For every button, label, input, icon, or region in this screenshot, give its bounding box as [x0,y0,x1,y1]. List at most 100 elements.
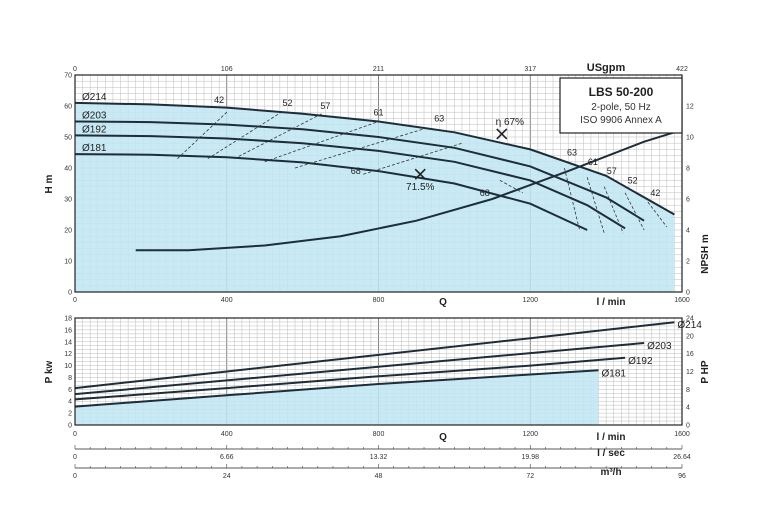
y-axis-label-head: H m [44,174,55,193]
power-curve-3 [74,369,599,408]
efficiency-label-7: 63 [567,148,577,158]
upper-top-tick-label: 422 [676,66,688,73]
power-curve-2 [74,356,626,401]
upper-y2-tick-label: 0 [686,290,690,297]
title-box [559,77,683,134]
efficiency-label-8: 61 [588,157,598,167]
lower-y2-tick-label: 0 [686,423,690,430]
upper-y-tick-label: 60 [64,104,72,111]
lower-y2-tick-label: 20 [686,333,694,340]
upper-x-tick-label: 1200 [522,297,538,304]
power-curve-1 [74,342,645,396]
upper-top-tick-label: 211 [373,66,384,73]
power-curve-label-2: Ø192 [628,356,653,367]
upper-operating-area [75,102,675,293]
efficiency-line-3 [264,121,379,163]
secondary-axis-tick-label-0: 26.64 [673,454,691,461]
lower-y2-tick-label: 4 [686,405,690,412]
lower-y2-tick-label: 8 [686,387,690,394]
upper-y2-tick-label: 6 [686,197,690,204]
lower-y-tick-label: 6 [68,387,72,394]
lower-y-tick-label: 16 [64,327,72,334]
plot-frames [74,74,683,469]
upper-y-tick-label: 70 [64,73,72,80]
bep-marker-0 [496,128,508,140]
chart-subtitle-line-1: 2-pole, 50 Hz [591,102,650,113]
efficiency-line-10 [624,192,645,231]
lower-y-tick-label: 14 [64,339,72,346]
efficiency-label-5: 68 [351,166,361,176]
efficiency-label-11: 42 [650,188,660,198]
lower-y-tick-label: 12 [64,351,72,358]
lower-x-tick-label: 800 [373,431,385,438]
x-axis-label-q-upper: Q [439,297,447,308]
x-axis-unit-lower: l / min [597,432,626,443]
lower-y-tick-label: 4 [68,399,72,406]
upper-y-tick-label: 50 [64,135,72,142]
lower-y2-tick-label: 16 [686,351,694,358]
secondary-axis-tick-label-1: 0 [73,473,77,480]
power-curve-label-0: Ø214 [677,320,702,331]
efficiency-label-1: 52 [282,98,292,108]
bep-label-1: 71.5% [406,182,434,193]
upper-top-tick-label: 106 [221,66,233,73]
secondary-axis-tick-label-0: 19.98 [521,454,539,461]
efficiency-label-3: 61 [373,107,383,117]
lower-y2-tick-label: 12 [686,369,694,376]
upper-y-tick-label: 40 [64,166,72,173]
secondary-axis-tick-label-1: 96 [678,473,686,480]
top-axis-unit-usgpm: USgpm [587,62,626,74]
x-axis-unit-m3h: m³/h [600,467,621,478]
secondary-axis-tick-label-0: 6.66 [220,454,234,461]
upper-top-tick-label: 317 [524,66,536,73]
efficiency-line-2 [234,113,322,160]
lower-x-tick-label: 0 [73,431,77,438]
power-curve-label-1: Ø203 [647,341,672,352]
lower-x-tick-label: 1200 [522,431,538,438]
efficiency-line-4 [294,127,428,169]
upper-y2-tick-label: 2 [686,259,690,266]
upper-y-tick-label: 20 [64,228,72,235]
x-axis-label-q-lower: Q [439,432,447,443]
x-axis-unit-upper: l / min [597,297,626,308]
lower-x-tick-label: 1600 [674,431,690,438]
head-curve-label-3: Ø181 [82,143,107,154]
y2-axis-label-npsh: NPSH m [700,234,711,274]
bep-marker-1 [414,168,426,180]
upper-x-tick-label: 0 [73,297,77,304]
efficiency-label-0: 42 [214,95,224,105]
lower-y-tick-label: 18 [64,316,72,323]
power-curve-0 [74,321,675,390]
efficiency-label-4: 63 [434,114,444,124]
y-axis-label-power-kw: P kw [44,360,55,383]
efficiency-label-9: 57 [607,166,617,176]
lower-y-tick-label: 8 [68,375,72,382]
efficiency-line-9 [603,186,624,234]
efficiency-label-2: 57 [320,101,330,111]
upper-x-tick-label: 1600 [674,297,690,304]
npsh-curve [135,131,675,252]
upper-plot-frame [74,74,683,293]
x-axis-unit-lsec: l / sec [597,448,625,459]
upper-y2-tick-label: 8 [686,166,690,173]
efficiency-line-6 [499,180,523,194]
efficiency-label-10: 52 [628,176,638,186]
secondary-axis-tick-label-1: 48 [375,473,383,480]
head-curve-3 [74,153,588,231]
head-curve-label-1: Ø203 [82,111,107,122]
lower-plot-frame [74,317,683,426]
secondary-axis-tick-label-1: 24 [223,473,231,480]
lower-operating-area [75,370,599,425]
upper-x-tick-label: 800 [373,297,385,304]
efficiency-line-7 [564,167,580,231]
upper-y2-tick-label: 12 [686,104,694,111]
upper-y-tick-label: 0 [68,290,72,297]
power-curve-label-3: Ø181 [602,368,627,379]
secondary-axis-tick-label-1: 72 [526,473,534,480]
head-curve-label-0: Ø214 [82,92,107,103]
upper-x-tick-label: 400 [221,297,233,304]
lower-y2-tick-label: 24 [686,316,694,323]
